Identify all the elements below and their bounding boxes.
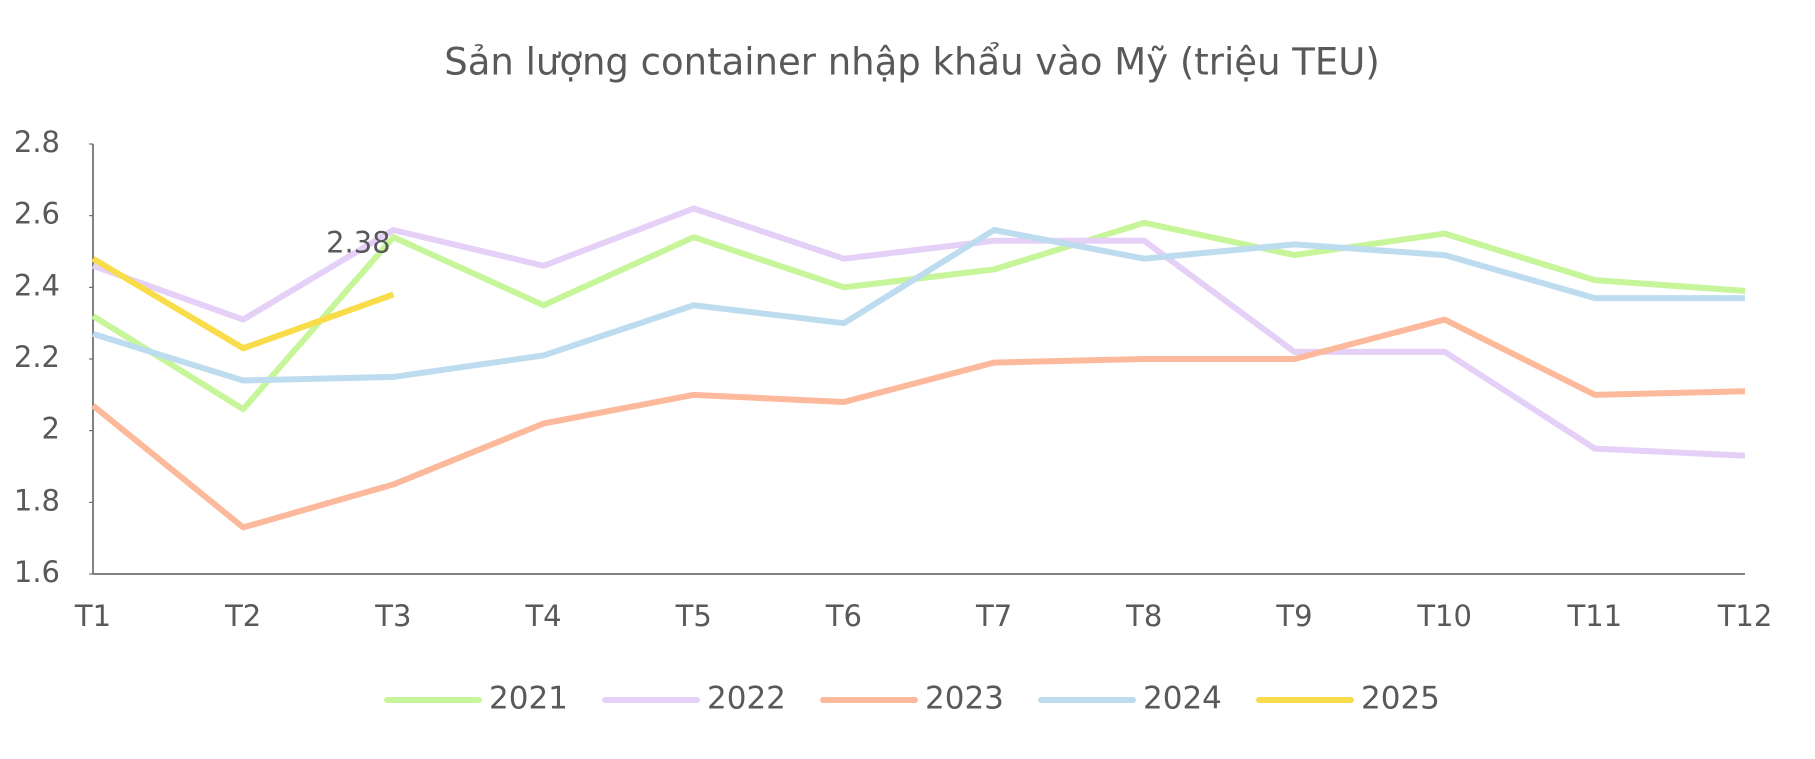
series-line [91,316,1746,531]
x-tick-label: T1 [74,599,111,633]
x-tick-label: T2 [224,599,261,633]
y-tick-label: 1.8 [14,483,60,517]
x-tick-label: T12 [1717,599,1773,633]
y-tick-label: 2.8 [14,125,60,159]
y-tick-label: 2 [42,412,60,446]
x-tick-label: T3 [374,599,411,633]
y-tick-label: 2.2 [14,340,60,374]
x-tick-label: T5 [675,599,712,633]
chart-title: Sản lượng container nhập khẩu vào Mỹ (tr… [444,41,1380,84]
legend-label: 2022 [707,681,786,717]
x-tick-label: T8 [1125,599,1162,633]
legend-label: 2025 [1361,681,1440,717]
legend-label: 2023 [925,681,1004,717]
legend-label: 2021 [489,681,568,717]
x-tick-label: T9 [1275,599,1312,633]
series-line [92,227,1745,384]
y-tick-label: 2.4 [14,268,60,302]
legend: 2021 2022 2023 2024 2025 [384,681,1440,717]
y-tick-label: 2.6 [14,197,60,231]
legend-label: 2024 [1143,681,1222,717]
series-line [91,256,395,352]
series-line [91,205,1746,459]
data-label: 2.38 [326,226,391,260]
x-tick-label: T7 [975,599,1012,633]
x-tick-label: T4 [524,599,561,633]
x-tick-label: T10 [1416,599,1472,633]
x-tick-label: T6 [825,599,862,633]
y-tick-label: 1.6 [14,555,60,589]
x-tick-label: T11 [1567,599,1623,633]
